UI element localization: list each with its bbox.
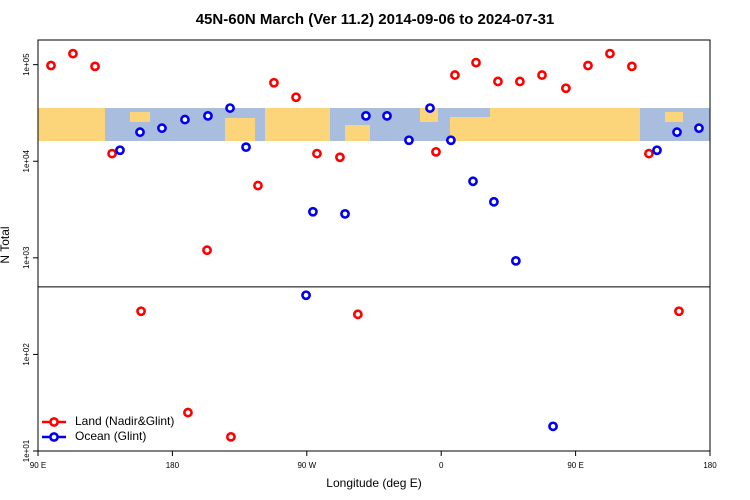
point: [225, 103, 235, 113]
x-tick-label: 0: [439, 461, 444, 470]
map-stripe: [38, 108, 710, 141]
point: [510, 255, 521, 266]
point: [269, 77, 279, 88]
point: [431, 146, 441, 157]
point: [694, 123, 704, 134]
point: [202, 245, 212, 256]
point: [548, 421, 558, 432]
x-tick-label: 90 E: [567, 461, 583, 470]
x-tick-label: 180: [166, 461, 180, 470]
point: [226, 431, 236, 442]
point: [560, 83, 571, 94]
point: [605, 48, 615, 59]
point: [514, 76, 525, 87]
legend-label: Ocean (Glint): [75, 429, 146, 443]
point: [135, 127, 145, 138]
point: [352, 309, 363, 320]
point: [301, 290, 311, 301]
point: [203, 110, 213, 121]
point: [382, 110, 392, 121]
y-tick-label: 1e+04: [22, 149, 31, 172]
point: [446, 135, 456, 146]
chart-title: 45N-60N March (Ver 11.2) 2014-09-06 to 2…: [196, 11, 555, 28]
point: [107, 148, 117, 159]
x-tick-label: 90 W: [297, 461, 316, 470]
point: [253, 180, 263, 191]
x-tick-label: 90 E: [30, 461, 46, 470]
point: [68, 48, 78, 59]
point: [471, 57, 481, 68]
point: [90, 61, 100, 72]
point: [157, 123, 167, 134]
y-tick-label: 1e+05: [22, 53, 31, 76]
point: [46, 60, 56, 71]
legend-marker: [49, 417, 59, 427]
point: [136, 306, 146, 317]
x-axis-title: Longitude (deg E): [326, 476, 421, 490]
y-tick-label: 1e+02: [22, 343, 31, 366]
point: [180, 114, 190, 125]
point: [335, 152, 345, 163]
legend-label: Land (Nadir&Glint): [75, 414, 174, 428]
y-tick-label: 1e+03: [22, 246, 31, 269]
point: [493, 76, 503, 87]
y-tick-label: 1e+01: [22, 439, 31, 462]
point: [361, 110, 371, 121]
point: [183, 407, 193, 418]
point: [583, 60, 593, 71]
point: [291, 92, 301, 103]
point: [450, 70, 460, 80]
point: [312, 148, 322, 159]
point: [652, 145, 662, 156]
point: [404, 135, 414, 146]
y-axis-title: N Total: [0, 226, 12, 263]
point: [425, 103, 435, 113]
point: [340, 208, 350, 219]
plot-frame: [37, 39, 711, 452]
point: [644, 148, 654, 159]
point: [468, 176, 478, 187]
x-tick-label: 180: [703, 461, 717, 470]
point: [489, 196, 499, 207]
legend-marker: [49, 432, 59, 442]
point: [672, 127, 682, 138]
point: [115, 145, 125, 156]
point: [308, 206, 318, 217]
point: [537, 70, 547, 80]
point: [674, 306, 684, 317]
point: [241, 142, 251, 153]
point: [626, 61, 637, 72]
